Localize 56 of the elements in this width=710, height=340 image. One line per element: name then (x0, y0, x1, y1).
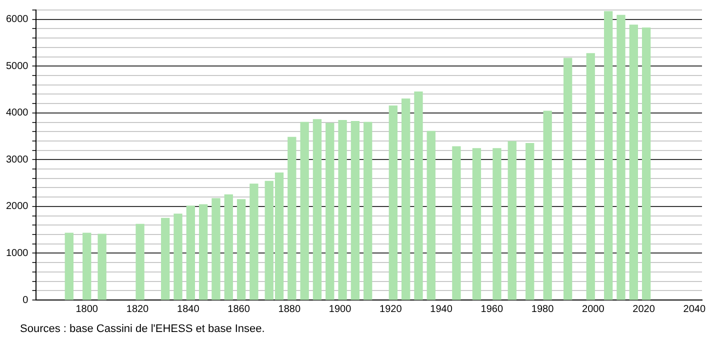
bar (492, 148, 502, 300)
bar (198, 204, 208, 300)
source-note: Sources : base Cassini de l'EHESS et base Insee. (20, 323, 265, 335)
bar (288, 136, 296, 300)
y-tick-label: 6000 (6, 14, 29, 26)
bar (526, 142, 534, 300)
bar (161, 218, 170, 300)
bar (426, 130, 436, 300)
bar (586, 53, 595, 300)
bar (338, 120, 347, 300)
y-tick-label: 4000 (6, 108, 29, 119)
x-tick-label: 1900 (328, 304, 352, 315)
x-tick-label: 1840 (177, 304, 200, 315)
bar (250, 184, 258, 300)
bar (388, 106, 398, 300)
bar (312, 119, 322, 300)
x-tick-label: 1820 (126, 304, 150, 315)
y-tick-label: 1000 (6, 248, 29, 259)
bar (616, 14, 626, 300)
bar (543, 110, 552, 300)
x-tick-label: 1980 (531, 304, 554, 315)
bar (326, 122, 334, 300)
x-tick-label: 2000 (582, 304, 605, 315)
bar (236, 199, 246, 300)
bar (364, 122, 372, 300)
bar (402, 98, 410, 300)
y-tick-label: 2000 (6, 201, 29, 212)
x-tick-label: 2040 (683, 304, 706, 315)
bar (82, 232, 92, 300)
bar (212, 198, 220, 300)
bar (186, 206, 195, 300)
bar (564, 58, 572, 300)
x-tick-label: 1880 (278, 304, 301, 315)
bar (642, 27, 651, 300)
bar (414, 92, 423, 300)
x-tick-label: 1960 (480, 304, 504, 315)
bar (174, 214, 182, 300)
bar (224, 194, 233, 300)
x-tick-label: 1940 (430, 304, 453, 315)
x-tick-label: 2020 (632, 304, 656, 315)
bar (629, 24, 638, 300)
x-tick-label: 1860 (228, 304, 250, 315)
bar (350, 120, 360, 300)
bar (64, 232, 74, 300)
bar (472, 148, 482, 300)
bar (508, 141, 516, 300)
y-tick-label: 0 (22, 294, 29, 306)
bar (136, 224, 144, 300)
bar (300, 122, 309, 300)
y-tick-label: 5000 (6, 60, 29, 72)
bar (98, 234, 106, 300)
bar (452, 146, 461, 300)
bar (604, 11, 613, 300)
x-tick-label: 1920 (380, 304, 402, 315)
y-tick-label: 3000 (6, 154, 29, 166)
x-tick-label: 1800 (76, 304, 98, 315)
